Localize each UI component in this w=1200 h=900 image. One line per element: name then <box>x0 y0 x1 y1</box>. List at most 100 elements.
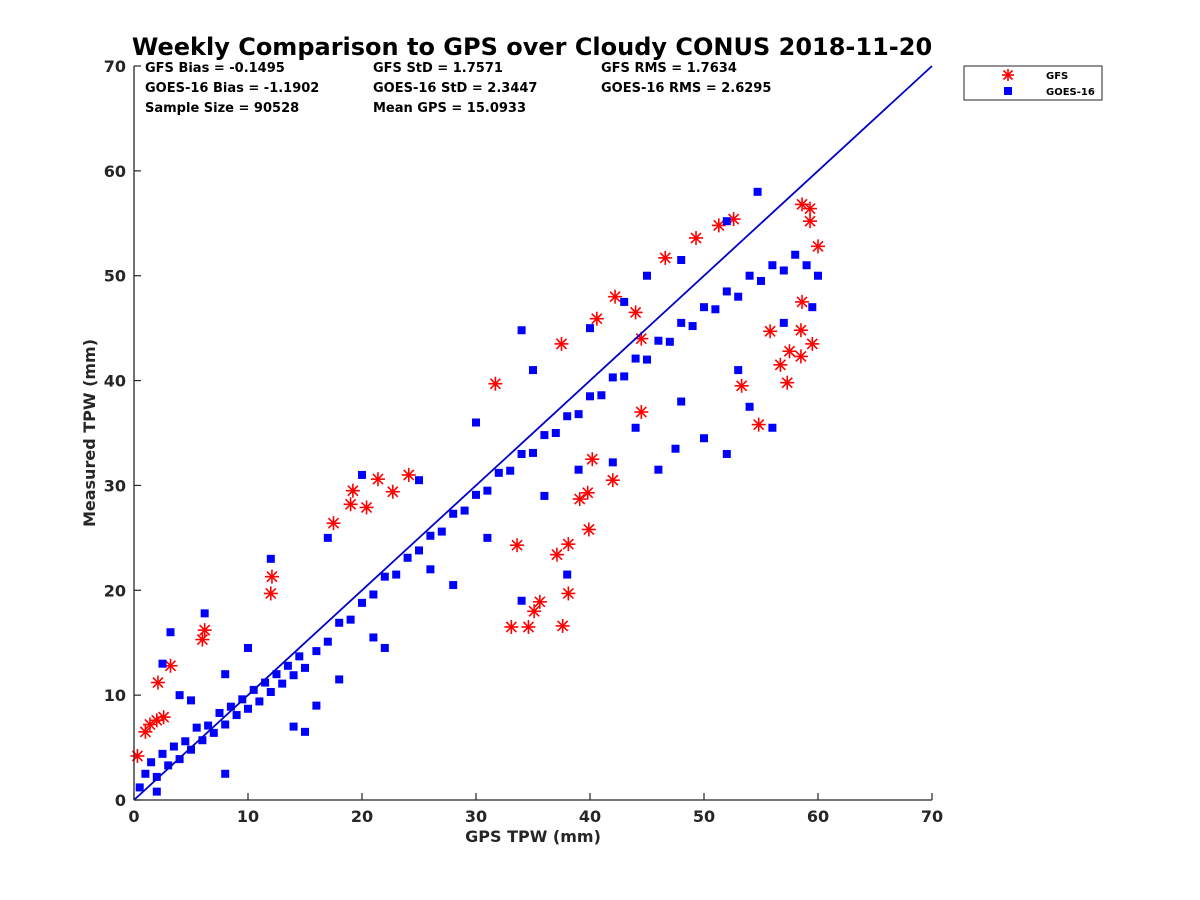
legend: GFS GOES-16 <box>963 65 1103 101</box>
gfs-point <box>580 485 595 500</box>
goes16-point <box>574 410 583 419</box>
goes16-point <box>802 261 811 270</box>
gfs-point <box>554 336 569 351</box>
gfs-point <box>264 569 279 584</box>
x-tick-label: 0 <box>128 807 139 826</box>
goes16-point <box>529 448 537 457</box>
goes16-point <box>768 423 777 432</box>
goes16-point <box>346 615 355 624</box>
goes16-point <box>472 490 480 499</box>
goes16-point <box>734 292 743 301</box>
gfs-point <box>751 417 766 432</box>
gfs-point <box>589 311 604 326</box>
legend-box <box>963 65 1103 101</box>
chart-title: Weekly Comparison to GPS over Cloudy CON… <box>132 33 932 61</box>
goes16-point <box>283 661 292 670</box>
gfs-point <box>130 748 145 763</box>
goes16-point <box>586 392 594 401</box>
goes16-point <box>437 527 446 536</box>
goes16-point <box>272 670 281 679</box>
stat-goes-rms: GOES-16 RMS = 2.6295 <box>601 81 771 96</box>
x-tick-label: 20 <box>351 807 373 826</box>
goes16-point <box>540 431 549 440</box>
reference-line-layer <box>133 65 933 801</box>
goes16-point <box>266 554 275 563</box>
goes16-point <box>722 287 731 296</box>
goes16-point <box>700 303 708 312</box>
goes16-point <box>209 728 218 737</box>
goes16-point <box>779 266 788 275</box>
goes16-point <box>169 742 178 751</box>
legend-gfs-asterisk-icon <box>1002 69 1014 81</box>
y-axis-label: Measured TPW (mm) <box>80 339 99 527</box>
x-tick-label: 70 <box>921 807 943 826</box>
gfs-point <box>763 324 778 339</box>
goes16-point <box>187 696 195 705</box>
gfs-point <box>359 500 374 515</box>
gfs-point <box>343 497 358 512</box>
y-tick-label: 10 <box>104 686 126 705</box>
y-ticks: 0 10 20 30 40 50 60 70 <box>104 57 141 810</box>
x-tick-label: 30 <box>465 807 487 826</box>
goes16-point <box>494 468 503 477</box>
gfs-point <box>734 378 749 393</box>
goes16-point <box>608 458 617 467</box>
stat-gfs-std: GFS StD = 1.7571 <box>373 61 503 76</box>
gfs-point <box>555 618 570 633</box>
goes16-point <box>711 305 720 314</box>
goes16-point <box>700 434 708 443</box>
gfs-point <box>782 344 797 359</box>
goes16-point <box>164 761 173 770</box>
goes16-point <box>204 721 213 730</box>
gfs-point <box>628 305 643 320</box>
goes16-point <box>608 373 617 382</box>
goes16-point <box>551 429 560 437</box>
goes16-point <box>472 418 480 427</box>
goes16-point <box>232 711 241 720</box>
goes16-point <box>677 255 686 264</box>
goes16-point <box>757 276 765 285</box>
y-tick-label: 20 <box>104 581 126 600</box>
goes16-point <box>187 745 195 754</box>
goes16-point <box>192 723 201 732</box>
gfs-point <box>803 214 818 229</box>
stat-goes-std: GOES-16 StD = 2.3447 <box>373 81 537 96</box>
stat-goes-bias: GOES-16 Bias = -1.1902 <box>145 81 319 96</box>
gfs-point <box>549 547 564 562</box>
gfs-point <box>532 594 547 609</box>
goes16-point <box>301 727 309 736</box>
goes16-point <box>403 553 412 562</box>
gfs-point <box>401 467 416 482</box>
goes16-point <box>791 250 800 259</box>
y-tick-label: 0 <box>115 791 126 810</box>
goes16-point <box>597 391 606 400</box>
gfs-point <box>795 197 810 212</box>
gfs-point <box>634 405 649 420</box>
x-tick-label: 50 <box>693 807 715 826</box>
goes16-point <box>358 470 366 479</box>
goes16-point <box>722 217 731 226</box>
goes16-point <box>654 336 663 345</box>
goes16-point <box>278 679 287 688</box>
goes16-point <box>563 412 572 421</box>
gfs-point <box>521 619 536 634</box>
goes16-point <box>158 749 167 758</box>
goes16-point <box>289 671 298 680</box>
goes16-point <box>158 659 167 668</box>
gfs-point <box>385 484 400 499</box>
goes16-point <box>369 590 378 599</box>
goes16-point <box>215 708 224 717</box>
goes16-point <box>335 618 344 627</box>
goes16-point <box>722 449 731 458</box>
goes16-point <box>426 565 435 574</box>
gfs-point <box>780 375 795 390</box>
goes16-point <box>779 318 788 327</box>
y-tick-label: 30 <box>104 476 126 495</box>
gfs-point <box>572 492 587 507</box>
goes16-point <box>392 570 401 579</box>
gfs-point <box>793 349 808 364</box>
goes16-point <box>483 533 492 542</box>
gfs-point <box>561 586 576 601</box>
gfs-point <box>795 294 810 309</box>
